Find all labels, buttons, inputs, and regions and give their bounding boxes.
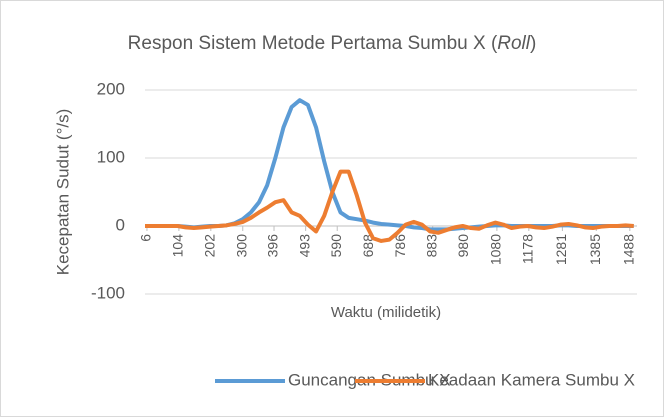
x-tick-label: 1385: [587, 234, 603, 265]
x-tick-label: 104: [170, 234, 186, 258]
title-part: Respon Sistem Metode Pertama Sumbu X (: [128, 33, 498, 54]
legend-label: Keadaan Kamera Sumbu X: [428, 370, 635, 389]
y-tick-label: 200: [97, 79, 125, 98]
series-line: [145, 169, 634, 243]
x-tick-label: 493: [296, 234, 312, 258]
y-axis-label: Kecepatan Sudut (°/s): [53, 109, 72, 276]
x-tick-label: 590: [328, 234, 344, 258]
x-tick-label: 300: [233, 234, 249, 258]
y-tick-label: 100: [97, 147, 125, 166]
x-axis-label: Waktu (milidetik): [331, 304, 441, 321]
x-tick-label: 883: [423, 234, 439, 258]
x-tick-label: 202: [202, 234, 218, 258]
x-tick-label: 980: [455, 234, 471, 258]
x-tick-label: 1178: [520, 234, 536, 264]
y-tick-label: -100: [91, 283, 125, 302]
x-tick-label: 396: [265, 234, 281, 258]
x-tick-label: 786: [392, 234, 408, 258]
chart-title: Respon Sistem Metode Pertama Sumbu X (Ro…: [128, 33, 537, 54]
y-tick-label: 0: [116, 215, 125, 234]
x-tick-label: 1488: [621, 234, 637, 265]
x-tick-label: 6: [138, 234, 154, 242]
title-part: Roll: [497, 33, 531, 54]
x-tick-label: 1080: [488, 234, 504, 265]
x-tick-label: 1281: [553, 234, 569, 265]
title-part: ): [530, 33, 536, 54]
